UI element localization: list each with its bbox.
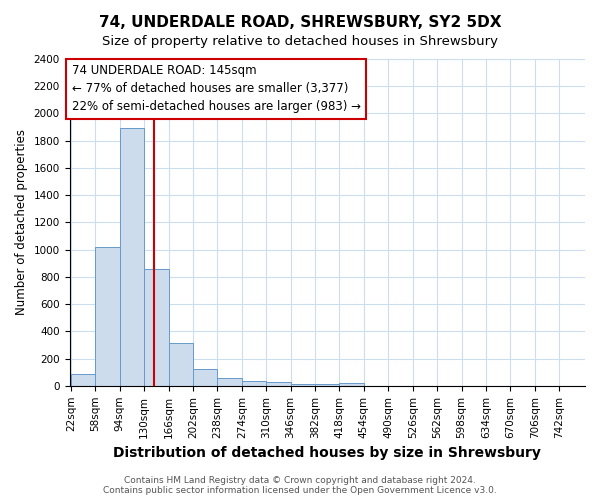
Text: Size of property relative to detached houses in Shrewsbury: Size of property relative to detached ho… — [102, 35, 498, 48]
Bar — [71, 374, 95, 386]
Bar — [217, 378, 242, 386]
Bar — [120, 128, 144, 386]
Bar — [290, 384, 315, 386]
Bar — [169, 343, 193, 386]
Bar — [315, 384, 340, 386]
Text: 74 UNDERDALE ROAD: 145sqm
← 77% of detached houses are smaller (3,377)
22% of se: 74 UNDERDALE ROAD: 145sqm ← 77% of detac… — [71, 64, 361, 114]
Bar — [193, 370, 217, 386]
Y-axis label: Number of detached properties: Number of detached properties — [15, 130, 28, 316]
Text: 74, UNDERDALE ROAD, SHREWSBURY, SY2 5DX: 74, UNDERDALE ROAD, SHREWSBURY, SY2 5DX — [99, 15, 501, 30]
Bar — [242, 381, 266, 386]
Text: Contains HM Land Registry data © Crown copyright and database right 2024.
Contai: Contains HM Land Registry data © Crown c… — [103, 476, 497, 495]
Bar — [340, 383, 364, 386]
Bar — [266, 382, 290, 386]
X-axis label: Distribution of detached houses by size in Shrewsbury: Distribution of detached houses by size … — [113, 446, 541, 460]
Bar — [95, 247, 120, 386]
Bar — [144, 268, 169, 386]
